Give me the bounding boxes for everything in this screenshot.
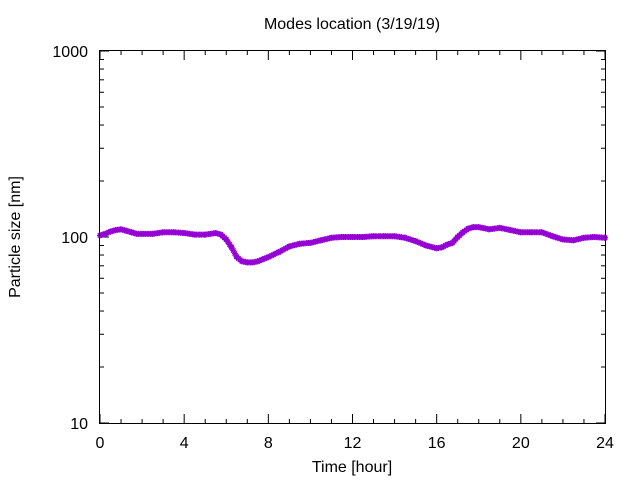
axis-ticks [99,50,606,424]
data-point [231,250,238,257]
x-tick-label: 0 [96,435,105,452]
x-tick-label: 20 [512,435,530,452]
x-axis-label: Time [hour] [312,459,392,476]
x-tick-label: 12 [344,435,362,452]
y-axis-label: Particle size [nm] [7,176,24,298]
chart-title: Modes location (3/19/19) [264,16,440,33]
x-tick-label: 24 [596,435,614,452]
x-tick-label: 8 [264,435,273,452]
data-point [230,247,237,254]
tick-labels: 0 4 8 12 16 20 24 10 100 1000 [52,44,614,452]
y-tick-label: 100 [61,230,88,247]
x-tick-label: 16 [428,435,446,452]
data-point [228,244,235,251]
y-tick-label: 1000 [52,44,88,61]
plot-frame [99,50,606,424]
x-tick-label: 4 [180,435,189,452]
y-tick-label: 10 [70,416,88,433]
data-series [97,224,608,266]
